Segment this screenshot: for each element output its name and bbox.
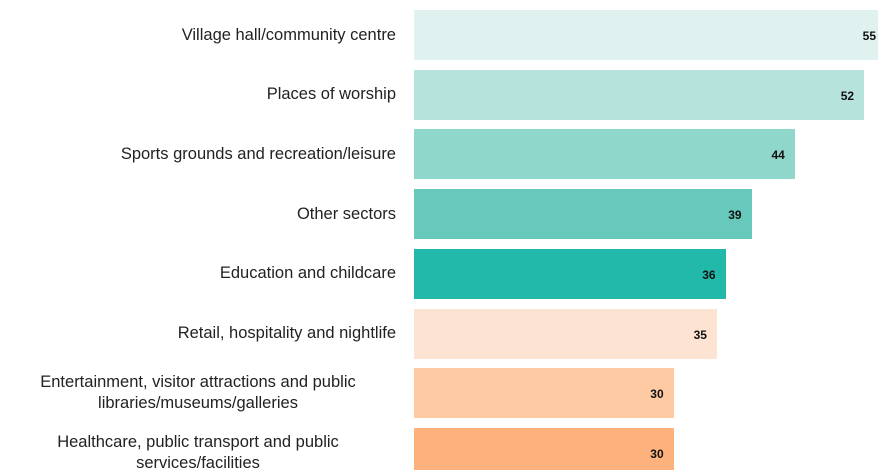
bar — [414, 189, 752, 240]
category-label: Healthcare, public transport and public … — [0, 428, 396, 470]
category-text: Village hall/community centre — [181, 25, 396, 44]
value-label: 39 — [728, 208, 742, 223]
value-label: 35 — [693, 327, 707, 342]
category-label: Places of worship — [0, 70, 396, 120]
category-text: Places of worship — [266, 85, 396, 104]
category-text: Retail, hospitality and nightlife — [177, 324, 396, 342]
bar — [414, 308, 717, 359]
category-text: Sports grounds and recreation/leisure — [120, 144, 396, 163]
category-text: Other sectors — [296, 204, 396, 223]
category-label: Education and childcare — [0, 249, 396, 299]
bar — [414, 10, 878, 60]
bar — [414, 248, 726, 299]
bar — [414, 69, 865, 120]
value-label: 52 — [840, 88, 855, 103]
value-label: 30 — [650, 387, 664, 402]
value-label: 44 — [771, 148, 785, 163]
value-label: 55 — [862, 29, 876, 43]
bar — [414, 368, 674, 419]
value-label: 30 — [650, 446, 664, 461]
category-label: Other sectors — [0, 189, 396, 239]
category-text: Education and childcare — [219, 264, 396, 283]
bar — [414, 427, 674, 470]
value-label: 36 — [702, 267, 716, 282]
category-label: Sports grounds and recreation/leisure — [0, 129, 396, 179]
bar — [414, 129, 795, 180]
category-text: Entertainment, visitor attractions and p… — [40, 373, 356, 413]
category-text: Healthcare, public transport and public … — [57, 432, 339, 470]
category-label: Retail, hospitality and nightlife — [0, 309, 396, 359]
category-label: Entertainment, visitor attractions and p… — [0, 368, 396, 418]
category-label: Village hall/community centre — [0, 10, 396, 60]
